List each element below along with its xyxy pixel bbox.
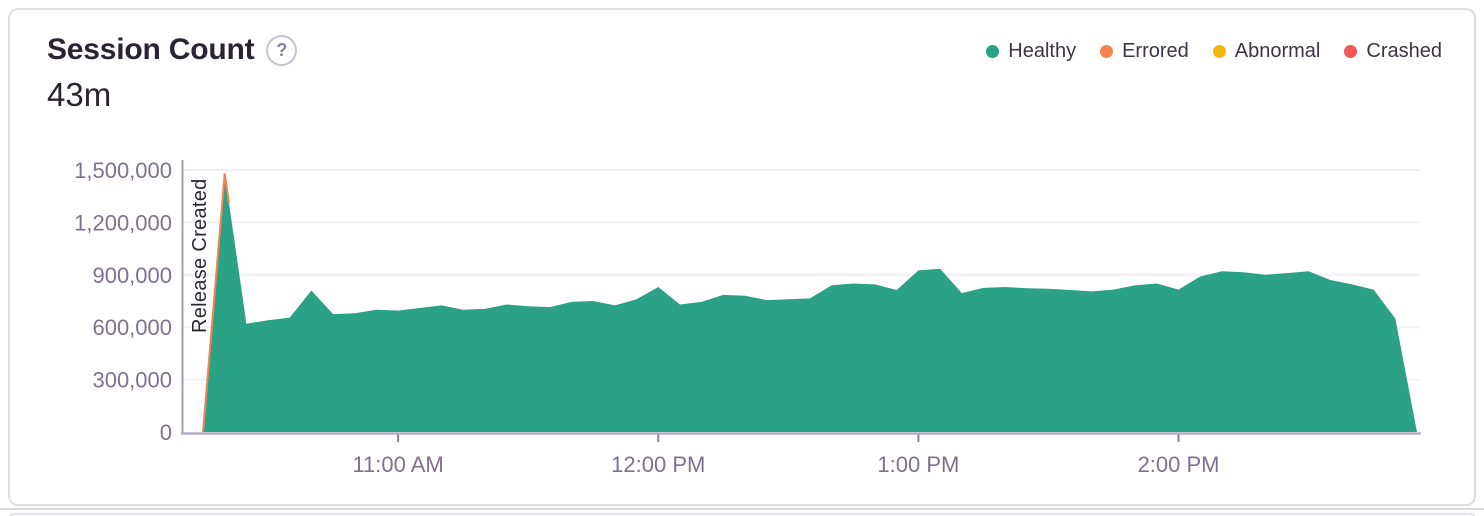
healthy-area-series[interactable] (203, 173, 1417, 433)
chart-legend: Healthy Errored Abnormal Crashed (986, 40, 1442, 63)
legend-dot-crashed (1344, 45, 1358, 58)
help-icon[interactable]: ? (266, 34, 298, 66)
legend-item-abnormal[interactable]: Abnormal (1212, 40, 1321, 63)
question-mark-glyph: ? (276, 39, 288, 60)
y-axis-label: 0 (160, 420, 172, 445)
y-axis-label: 900,000 (92, 263, 172, 288)
x-axis-label: 1:00 PM (877, 452, 959, 477)
header: Session Count ? (47, 33, 298, 67)
chart-title: Session Count (47, 33, 255, 66)
legend-label: Errored (1122, 40, 1189, 62)
y-axis-label: 1,200,000 (74, 210, 172, 235)
legend-item-healthy[interactable]: Healthy (986, 40, 1076, 63)
errored-spike-edge (202, 173, 230, 433)
total-session-count: 43m (47, 76, 112, 113)
release-created-annotation: Release Created (189, 178, 211, 333)
x-axis-label: 12:00 PM (611, 452, 705, 477)
legend-label: Crashed (1366, 40, 1442, 62)
legend-label: Abnormal (1234, 40, 1321, 62)
x-axis-label: 2:00 PM (1138, 452, 1220, 477)
legend-item-crashed[interactable]: Crashed (1344, 40, 1442, 63)
legend-label: Healthy (1008, 40, 1077, 62)
section-divider (0, 508, 1484, 510)
y-axis-label: 300,000 (92, 368, 172, 393)
y-axis-label: 600,000 (92, 315, 172, 340)
x-axis-label: 11:00 AM (352, 452, 443, 477)
y-axis-label: 1,500,000 (74, 158, 172, 183)
legend-dot-errored (1100, 45, 1114, 58)
legend-dot-healthy (986, 45, 1000, 58)
legend-item-errored[interactable]: Errored (1100, 40, 1189, 63)
legend-dot-abnormal (1212, 45, 1226, 58)
